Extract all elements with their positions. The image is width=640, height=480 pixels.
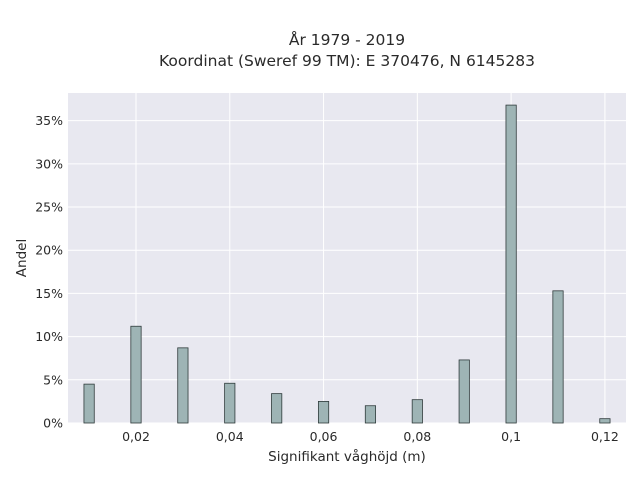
histogram-bar xyxy=(599,418,611,424)
y-tick-label: 35% xyxy=(35,113,63,128)
histogram-bar xyxy=(458,359,470,424)
x-tick-label: 0,08 xyxy=(403,429,431,444)
y-tick-label: 30% xyxy=(35,156,63,171)
x-tick-label: 0,06 xyxy=(310,429,338,444)
plot-area xyxy=(68,93,626,423)
histogram-bar xyxy=(411,399,423,424)
histogram-bar xyxy=(130,325,142,424)
y-tick-label: 0% xyxy=(43,416,63,431)
histogram-bar xyxy=(177,347,189,424)
y-axis-title: Andel xyxy=(14,239,30,277)
histogram-bar xyxy=(83,383,95,424)
histogram-bar xyxy=(224,382,236,424)
x-tick-label: 0,02 xyxy=(122,429,150,444)
y-tick-label: 15% xyxy=(35,286,63,301)
x-tick-label: 0,12 xyxy=(591,429,619,444)
chart-title-line-2: Koordinat (Sweref 99 TM): E 370476, N 61… xyxy=(159,52,535,70)
histogram-bar xyxy=(317,401,330,424)
histogram-bar xyxy=(271,393,283,424)
y-tick-label: 10% xyxy=(35,329,63,344)
x-axis-title: Signifikant våghöjd (m) xyxy=(268,448,426,465)
x-tick-label: 0,1 xyxy=(501,429,521,444)
y-tick-labels: 0% 5% 10% 15% 20% 25% 30% 35% xyxy=(35,113,63,430)
chart-title-line-1: År 1979 - 2019 xyxy=(289,30,405,49)
x-tick-labels: 0,02 0,04 0,06 0,08 0,1 0,12 xyxy=(122,429,619,444)
x-tick-label: 0,04 xyxy=(216,429,244,444)
y-tick-label: 5% xyxy=(43,372,63,387)
grid-lines xyxy=(68,93,626,424)
histogram-bar xyxy=(364,405,377,424)
y-tick-label: 25% xyxy=(35,200,63,215)
bars xyxy=(83,104,611,424)
histogram-bar xyxy=(552,290,564,424)
y-tick-label: 20% xyxy=(35,243,63,258)
histogram-bar xyxy=(505,104,517,424)
